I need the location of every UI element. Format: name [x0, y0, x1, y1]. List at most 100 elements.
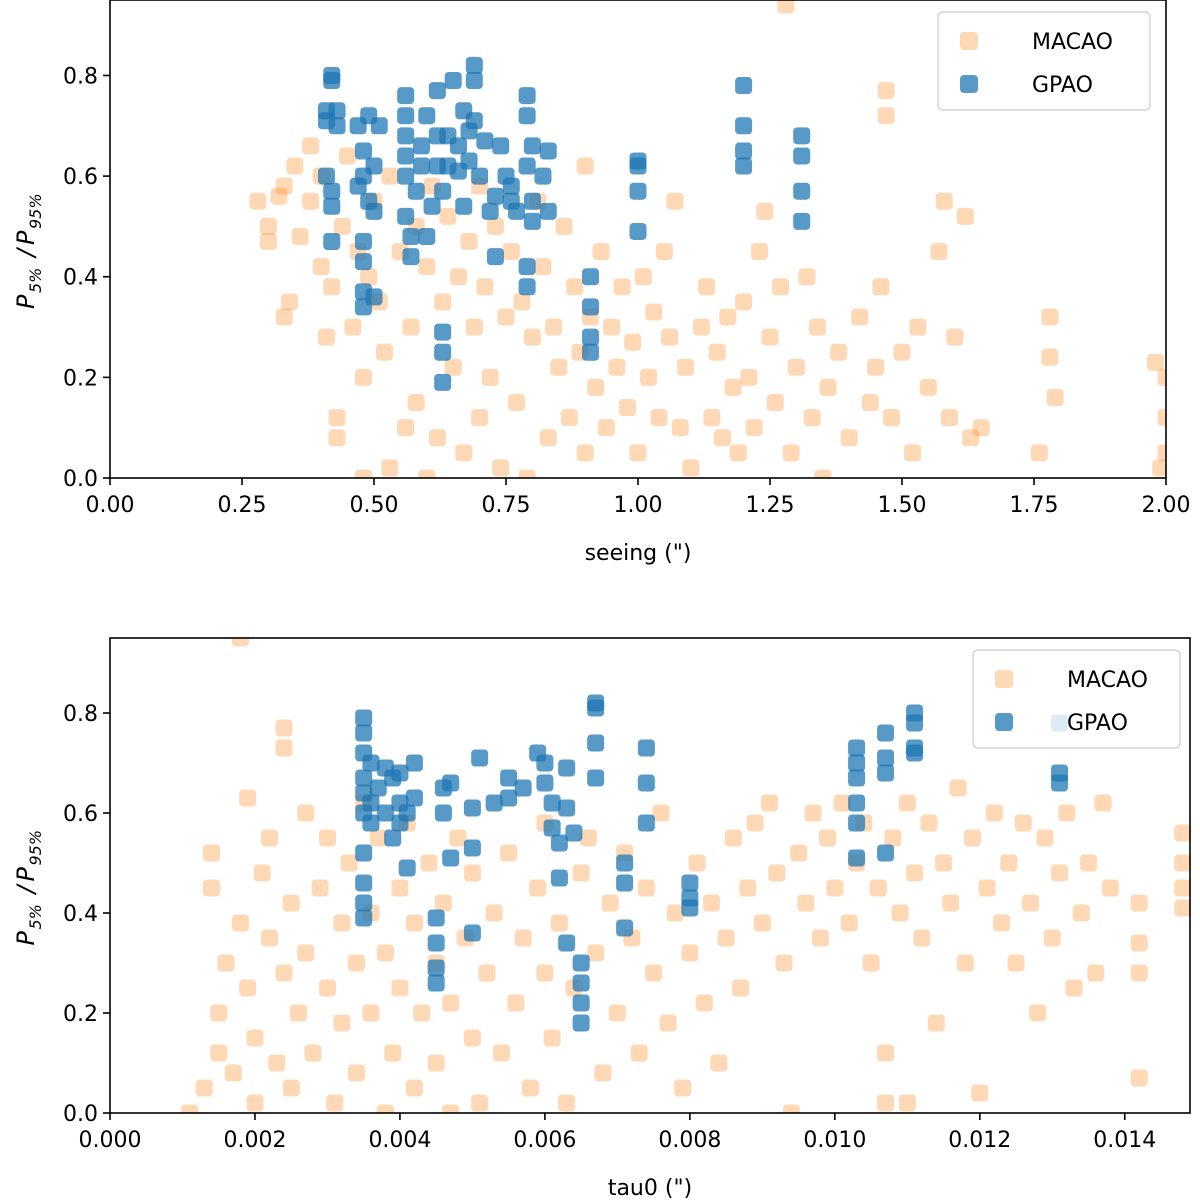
macao-point — [1041, 308, 1059, 326]
x-tick-label: 0.008 — [658, 1128, 721, 1153]
macao-point — [485, 904, 503, 922]
gpao-point — [848, 794, 866, 812]
macao-point — [543, 1029, 561, 1047]
gpao-point — [355, 909, 373, 927]
macao-point — [1130, 894, 1148, 912]
macao-point — [362, 1004, 380, 1022]
macao-point — [304, 1044, 322, 1062]
macao-point — [962, 429, 980, 447]
macao-point — [1030, 444, 1048, 462]
gpao-point — [402, 248, 420, 266]
x-tick-label: 2.00 — [1142, 493, 1191, 518]
gpao-point — [354, 142, 372, 160]
gpao-point — [323, 197, 341, 215]
markers-group — [181, 638, 1190, 1113]
macao-point — [1130, 964, 1148, 982]
gpao-point — [681, 874, 699, 892]
macao-point — [745, 419, 763, 437]
gpao-point — [434, 373, 452, 391]
macao-point — [666, 192, 684, 210]
gpao-point — [906, 744, 924, 762]
macao-point — [558, 1094, 576, 1112]
macao-point — [1087, 964, 1105, 982]
macao-point — [777, 0, 795, 14]
macao-point — [539, 429, 557, 447]
y-tick-label: 0.8 — [63, 702, 98, 727]
gpao-point — [365, 288, 383, 306]
macao-point — [1130, 1069, 1148, 1087]
macao-point — [861, 394, 879, 412]
x-tick-label: 1.25 — [746, 493, 795, 518]
gpao-point — [637, 774, 655, 792]
macao-point — [282, 1079, 300, 1097]
macao-point — [913, 929, 931, 947]
macao-point — [297, 944, 315, 962]
macao-point — [766, 394, 784, 412]
macao-point — [775, 954, 793, 972]
macao-point — [877, 82, 895, 100]
gpao-point — [508, 202, 526, 220]
gpao-point — [616, 874, 634, 892]
macao-point — [275, 177, 293, 195]
gpao-point — [369, 779, 387, 797]
macao-point — [724, 829, 742, 847]
gpao-point — [523, 212, 541, 230]
gpao-point — [384, 829, 402, 847]
macao-point — [949, 779, 967, 797]
gpao-point — [465, 112, 483, 130]
macao-point — [1146, 353, 1164, 371]
macao-point — [677, 358, 695, 376]
macao-point — [772, 278, 790, 296]
gpao-point — [536, 754, 554, 772]
macao-point — [732, 979, 750, 997]
macao-point — [317, 328, 335, 346]
gpao-point — [485, 794, 503, 812]
gpao-point — [407, 182, 425, 200]
gpao-point — [877, 844, 895, 862]
macao-point — [814, 469, 832, 478]
gpao-point — [616, 919, 634, 937]
macao-point — [710, 1054, 728, 1072]
macao-point — [708, 343, 726, 361]
gpao-point — [523, 137, 541, 155]
gpao-point — [565, 824, 583, 842]
gpao-point — [463, 799, 481, 817]
macao-point — [579, 829, 597, 847]
macao-point — [964, 829, 982, 847]
y-label-slash: / — [12, 246, 40, 259]
gpao-point — [735, 157, 753, 175]
macao-point — [782, 444, 800, 462]
macao-point — [481, 368, 499, 386]
macao-point — [956, 954, 974, 972]
gpao-point — [848, 814, 866, 832]
macao-point — [603, 318, 621, 336]
x-tick-label: 0.25 — [218, 493, 267, 518]
macao-point — [608, 358, 626, 376]
gpao-point — [558, 759, 576, 777]
macao-point — [354, 368, 372, 386]
macao-point — [442, 994, 460, 1012]
macao-point — [1157, 368, 1166, 386]
macao-point — [740, 368, 758, 386]
macao-point — [478, 964, 496, 982]
gpao-point — [793, 127, 811, 145]
y-label-p1: P — [12, 294, 40, 309]
gpao-point — [397, 207, 415, 225]
y-label-p2: P — [12, 867, 40, 882]
macao-point — [318, 979, 336, 997]
macao-point — [471, 409, 489, 427]
macao-point — [270, 187, 288, 205]
macao-point — [985, 804, 1003, 822]
x-tick-label: 0.014 — [1093, 1128, 1156, 1153]
macao-point — [282, 894, 300, 912]
x-tick-label: 0.002 — [223, 1128, 286, 1153]
y-axis-label: P5%/P95% — [12, 830, 45, 946]
macao-point — [560, 409, 578, 427]
macao-point — [971, 1084, 989, 1102]
macao-point — [418, 469, 436, 478]
macao-point — [434, 894, 452, 912]
macao-point — [904, 444, 922, 462]
macao-point — [833, 794, 851, 812]
macao-point — [354, 469, 372, 478]
gpao-point — [681, 899, 699, 917]
